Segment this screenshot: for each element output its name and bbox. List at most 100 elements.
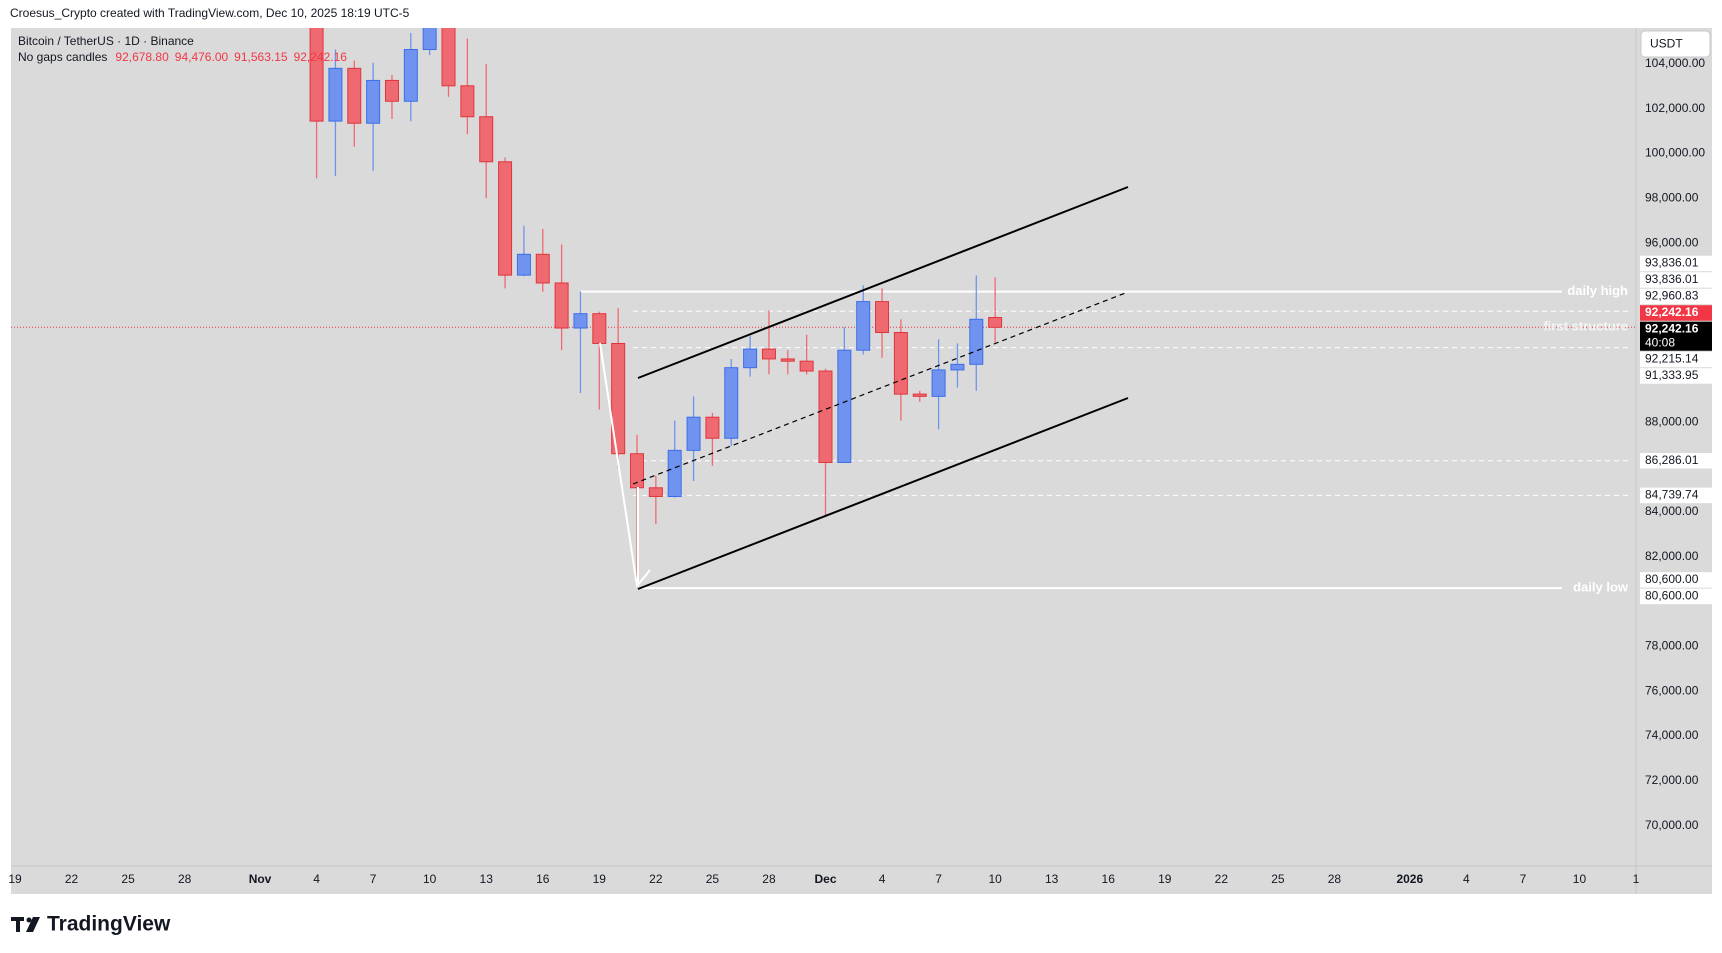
- price-label: 93,836.01: [1645, 272, 1699, 286]
- candle-body: [422, 28, 437, 51]
- x-tick-label: 4: [1463, 872, 1470, 886]
- levels: daily high first structure daily low: [11, 283, 1636, 595]
- x-tick-label: Nov: [249, 872, 272, 886]
- price-label: 91,333.95: [1645, 368, 1699, 382]
- candle-body: [969, 318, 984, 365]
- ohlc-low: 91,563.15: [234, 50, 288, 64]
- candles: [309, 28, 1003, 589]
- price-label: 84,739.74: [1645, 488, 1699, 502]
- countdown: 40:08: [1645, 335, 1675, 349]
- candle-body: [573, 313, 588, 329]
- candle-body: [441, 28, 456, 87]
- price-label: 92,242.16: [1645, 321, 1699, 335]
- x-tick-label: 10: [423, 872, 437, 886]
- x-tick-label: 2026: [1396, 872, 1423, 886]
- price-label-box: [1640, 305, 1712, 321]
- x-tick-label: 16: [536, 872, 550, 886]
- x-tick-label: 22: [649, 872, 663, 886]
- candle-body: [893, 332, 908, 395]
- candle-body: [328, 67, 343, 122]
- channel-middle: [632, 291, 1129, 485]
- price-label-box: [1640, 572, 1712, 588]
- candle-body: [743, 348, 758, 369]
- candle-body: [648, 487, 663, 498]
- x-tick-label: 13: [1045, 872, 1059, 886]
- x-tick-label: 25: [1271, 872, 1285, 886]
- brand-logo: TradingView: [11, 913, 171, 936]
- price-label-box: [1640, 272, 1712, 288]
- price-label: 86,286.01: [1645, 453, 1699, 467]
- credit: Croesus_Crypto created with TradingView.…: [10, 6, 410, 20]
- x-tick-label: 4: [313, 872, 320, 886]
- y-tick-label: 72,000.00: [1645, 773, 1699, 787]
- candle-body: [988, 317, 1003, 328]
- candle-body: [705, 416, 720, 439]
- price-label-box: [1640, 588, 1712, 605]
- candle-body: [875, 301, 890, 334]
- level-annotation: daily high: [1567, 283, 1628, 298]
- candle-body: [403, 49, 418, 102]
- x-tick-label: 1: [1633, 872, 1640, 886]
- price-label: 92,215.14: [1645, 352, 1699, 366]
- price-label: 92,242.16: [1645, 305, 1699, 319]
- price-label-box: [1640, 255, 1712, 272]
- price-label: 92,960.83: [1645, 289, 1699, 303]
- x-tick-label: 19: [593, 872, 607, 886]
- y-tick-label: 100,000.00: [1645, 146, 1705, 160]
- y-tick-label: 78,000.00: [1645, 639, 1699, 653]
- legend-ohlc: No gaps candles 92,678.80 94,476.00 91,563.…: [18, 50, 347, 64]
- axis-labels: 70,000.00 72,000.00 74,000.00 76,000.00 78,0…: [8, 56, 1712, 886]
- price-label: 80,600.00: [1645, 572, 1699, 586]
- ohlc-high: 94,476.00: [175, 50, 229, 64]
- candle-body: [931, 369, 946, 397]
- price-label-box: [1640, 487, 1712, 504]
- candle-body: [818, 370, 833, 463]
- x-tick-label: 4: [879, 872, 886, 886]
- candle-body: [535, 253, 550, 284]
- channel-upper: [637, 186, 1129, 379]
- candle-body: [912, 393, 927, 397]
- x-tick-label: 22: [65, 872, 79, 886]
- drawings: [599, 186, 1129, 590]
- currency-button[interactable]: [1640, 30, 1711, 58]
- candle-body: [384, 79, 399, 102]
- x-tick-label: 28: [1328, 872, 1342, 886]
- price-label-box: [1640, 453, 1712, 469]
- y-tick-label: 82,000.00: [1645, 549, 1699, 563]
- logo-stem: [16, 917, 20, 932]
- y-tick-label: 76,000.00: [1645, 683, 1699, 697]
- candle-body: [479, 116, 494, 163]
- candle-body: [799, 360, 814, 372]
- arrow: [599, 342, 651, 589]
- x-tick-label: 25: [121, 872, 135, 886]
- candle-body: [724, 367, 739, 439]
- candle-style: No gaps candles: [18, 50, 107, 64]
- y-tick-label: 84,000.00: [1645, 504, 1699, 518]
- x-tick-label: Dec: [814, 872, 836, 886]
- y-tick-label: 104,000.00: [1645, 56, 1705, 70]
- candle-body: [347, 67, 362, 124]
- price-label: 80,600.00: [1645, 589, 1699, 603]
- brand-name: TradingView: [47, 913, 171, 936]
- level-annotation: first structure: [1543, 319, 1628, 334]
- y-tick-label: 98,000.00: [1645, 190, 1699, 204]
- y-tick-label: 96,000.00: [1645, 235, 1699, 249]
- candle-body: [516, 253, 531, 276]
- candle-body: [686, 416, 701, 451]
- price-label-box: [1640, 351, 1712, 368]
- candle-body: [309, 28, 324, 122]
- candle-body: [667, 449, 682, 498]
- y-tick-label: 70,000.00: [1645, 818, 1699, 832]
- price-label-box: [1640, 368, 1712, 384]
- logo-dot: [26, 917, 32, 923]
- candle-body: [554, 282, 569, 329]
- x-tick-label: 7: [1520, 872, 1527, 886]
- currency-label: USDT: [1650, 37, 1683, 51]
- candle-body: [498, 161, 513, 276]
- x-tick-label: 7: [935, 872, 942, 886]
- logo-slash: [26, 917, 40, 932]
- x-tick-label: 22: [1215, 872, 1229, 886]
- price-label-box: [1640, 321, 1712, 351]
- candle-body: [780, 358, 795, 362]
